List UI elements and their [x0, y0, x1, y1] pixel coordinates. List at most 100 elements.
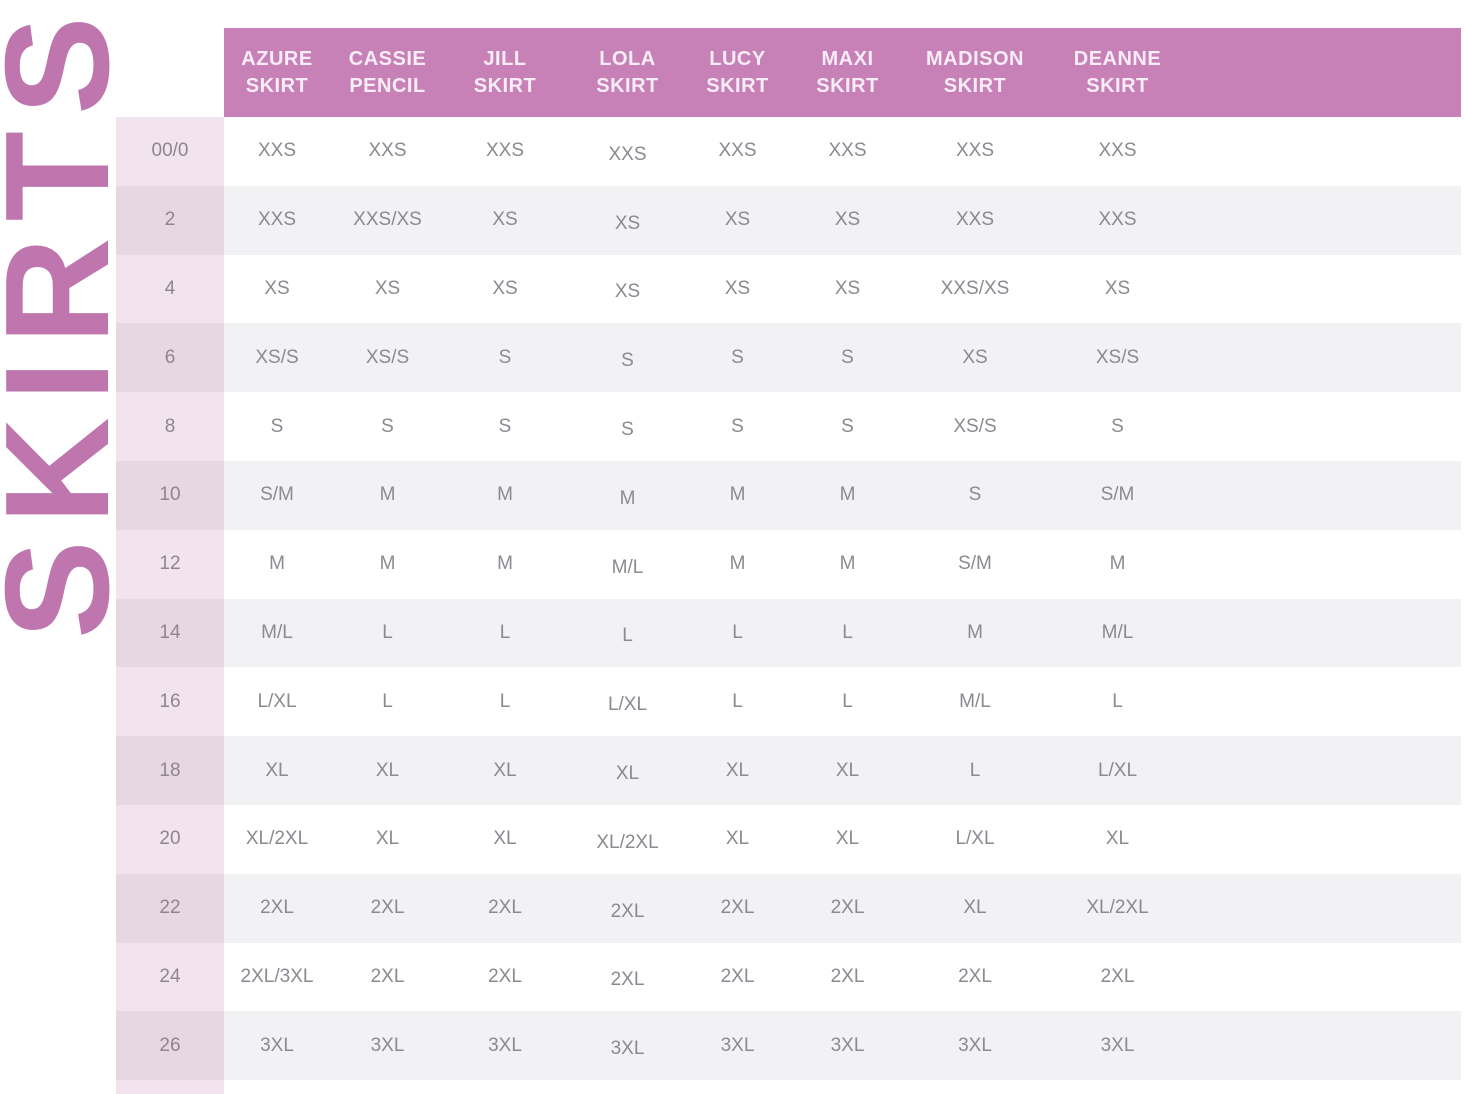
- column-header-line: AZURE: [241, 47, 313, 70]
- value-cell-maxi: 2XL: [830, 897, 865, 919]
- value-cell-maxi: XXS: [828, 140, 867, 162]
- value-cell-maxi: XL: [835, 759, 860, 781]
- size-cell: 20: [159, 828, 181, 850]
- value-cell-lola: XS: [614, 281, 641, 303]
- column-header-line: CASSIE: [348, 47, 427, 70]
- value-cell-jill: XS: [492, 277, 518, 299]
- value-cell-cassie: L: [382, 621, 393, 643]
- value-cell-lucy: XL: [725, 828, 750, 850]
- value-cell-jill: S: [498, 415, 512, 437]
- size-cell: 26: [116, 1011, 224, 1081]
- value-cell-lola: M/L: [611, 556, 644, 578]
- value-cell-maxi: M: [839, 553, 856, 575]
- column-header-line: MAXI: [821, 47, 874, 70]
- value-cell-azure: L/XL: [257, 690, 297, 712]
- value-cell-deanne: 3XL: [1100, 1034, 1135, 1056]
- value-cell-madison: 2XL: [958, 965, 992, 987]
- size-cell: 14: [116, 598, 224, 668]
- table-body: XXS XXS XXS XXS XXS XXS XXS XXS XXS XXS/…: [224, 117, 1461, 1081]
- column-header-lola-skirt: LOLA SKIRT: [565, 28, 690, 117]
- value-cell-madison: XXS/XS: [940, 277, 1010, 299]
- value-cell-cassie: 2XL: [370, 897, 405, 919]
- column-header-cassie-pencil: CASSIE PENCIL: [330, 28, 445, 117]
- value-cell-deanne: XL/2XL: [1086, 897, 1149, 919]
- size-cell: 16: [159, 690, 181, 712]
- value-cell-lucy: XL: [725, 759, 750, 781]
- value-cell-madison: 3XL: [958, 1034, 992, 1056]
- value-cell-cassie: M: [379, 553, 396, 575]
- value-cell-madison: L: [969, 759, 981, 781]
- table-row: XL/2XL XL XL XL/2XL XL XL L/XL XL: [224, 804, 1461, 874]
- value-cell-deanne: L/XL: [1097, 759, 1138, 781]
- table-header-row: AZURE SKIRT CASSIE PENCIL JILL SKIRT LOL…: [224, 28, 1461, 117]
- value-cell-cassie: S: [381, 415, 394, 437]
- value-cell-azure: 2XL: [260, 897, 294, 919]
- value-cell-maxi: S: [841, 346, 854, 368]
- value-cell-jill: M: [497, 553, 513, 575]
- value-cell-azure: S/M: [260, 484, 294, 506]
- value-cell-azure: XL/2XL: [245, 828, 309, 850]
- column-header-line: SKIRT: [596, 74, 659, 97]
- value-cell-maxi: XL: [835, 828, 860, 850]
- value-cell-deanne: XXS: [1098, 140, 1137, 162]
- column-header-jill-skirt: JILL SKIRT: [445, 28, 565, 117]
- value-cell-jill: M: [497, 484, 513, 506]
- value-cell-lola: XL/2XL: [596, 831, 659, 853]
- value-cell-deanne: M/L: [1101, 621, 1134, 643]
- value-cell-lucy: 2XL: [720, 965, 755, 987]
- value-cell-maxi: 2XL: [830, 965, 865, 987]
- table-row: XXS XXS/XS XS XS XS XS XXS XXS: [224, 185, 1461, 255]
- value-cell-madison: XXS: [955, 209, 995, 231]
- table-row: 2XL 2XL 2XL 2XL 2XL 2XL XL XL/2XL: [224, 873, 1461, 943]
- value-cell-maxi: L: [842, 621, 853, 643]
- value-cell-azure: M: [269, 553, 285, 575]
- table-row: 3XL 3XL 3XL 3XL 3XL 3XL 3XL 3XL: [224, 1011, 1461, 1081]
- value-cell-lucy: 2XL: [720, 897, 755, 919]
- value-cell-madison: S/M: [958, 553, 992, 575]
- value-cell-lola: XXS: [608, 143, 647, 165]
- value-cell-jill: 2XL: [488, 897, 522, 919]
- value-cell-deanne: S/M: [1100, 484, 1135, 506]
- value-cell-lucy: XXS: [718, 140, 757, 162]
- value-cell-jill: XS: [492, 209, 518, 231]
- table-row: M M M M/L M M S/M M: [224, 529, 1461, 599]
- value-cell-jill: L: [499, 690, 511, 712]
- value-cell-deanne: XS: [1104, 277, 1131, 299]
- value-cell-cassie: XXS/XS: [353, 209, 422, 231]
- chart-title: SKIRTS: [0, 0, 140, 639]
- value-cell-lucy: XS: [724, 209, 751, 231]
- column-header-line: LOLA: [599, 47, 656, 70]
- column-header-line: SKIRT: [245, 74, 309, 97]
- value-cell-cassie: M: [379, 484, 396, 506]
- table-row: 2XL/3XL 2XL 2XL 2XL 2XL 2XL 2XL 2XL: [224, 942, 1461, 1012]
- value-cell-jill: XL: [493, 759, 517, 781]
- column-header-line: JILL: [483, 47, 527, 70]
- value-cell-azure: XL: [265, 759, 289, 781]
- value-cell-azure: 2XL/3XL: [240, 965, 314, 987]
- value-cell-cassie: XS/S: [365, 346, 410, 368]
- value-cell-lucy: M: [729, 553, 746, 575]
- size-cell: 22: [116, 873, 224, 943]
- value-cell-jill: L: [499, 621, 511, 643]
- value-cell-lucy: M: [729, 484, 746, 506]
- table-row: XS XS XS XS XS XS XXS/XS XS: [224, 254, 1461, 324]
- value-cell-azure: XXS: [257, 140, 297, 162]
- value-cell-lola: XS: [614, 212, 641, 234]
- value-cell-deanne: XS/S: [1095, 346, 1140, 368]
- table-row: L/XL L L L/XL L L M/L L: [224, 667, 1461, 737]
- value-cell-lola: XL: [615, 763, 640, 785]
- size-cell: 2: [116, 185, 224, 255]
- column-header-maxi-skirt: MAXI SKIRT: [785, 28, 910, 117]
- value-cell-madison: XS/S: [953, 415, 997, 437]
- size-cell: 24: [159, 965, 181, 987]
- value-cell-maxi: XS: [834, 277, 861, 299]
- column-header-azure-skirt: AZURE SKIRT: [224, 28, 330, 117]
- value-cell-maxi: 3XL: [830, 1034, 865, 1056]
- value-cell-lola: S: [621, 419, 634, 441]
- value-cell-madison: M/L: [959, 690, 991, 712]
- size-cell: 10: [116, 460, 224, 530]
- value-cell-lola: L: [622, 625, 633, 647]
- value-cell-lucy: XS: [724, 277, 751, 299]
- table-row: XL XL XL XL XL XL L L/XL: [224, 736, 1461, 805]
